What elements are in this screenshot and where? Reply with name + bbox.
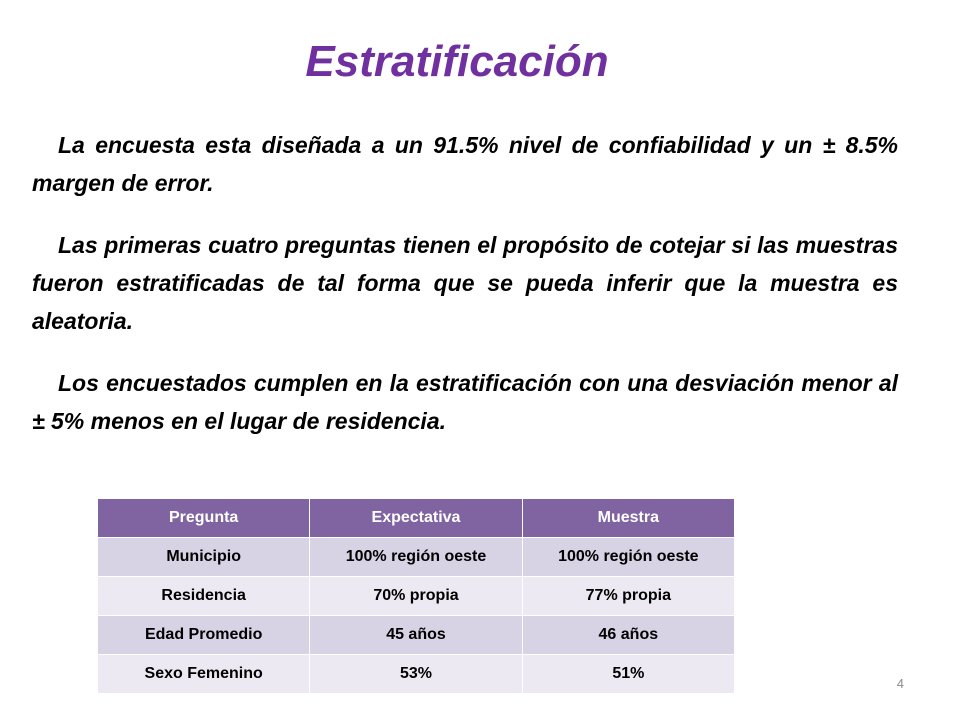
table-header-row: Pregunta Expectativa Muestra bbox=[96, 498, 736, 538]
table-cell: 100% región oeste bbox=[521, 537, 736, 577]
header-expectativa: Expectativa bbox=[309, 498, 523, 538]
table-cell: 46 años bbox=[521, 615, 736, 655]
header-pregunta: Pregunta bbox=[96, 498, 311, 538]
table-cell: 70% propia bbox=[309, 576, 523, 616]
table-row: Edad Promedio 45 años 46 años bbox=[96, 615, 736, 655]
table-cell: Edad Promedio bbox=[96, 615, 311, 655]
table-cell: 45 años bbox=[309, 615, 523, 655]
table-cell: 51% bbox=[521, 654, 736, 694]
table-row: Sexo Femenino 53% 51% bbox=[96, 654, 736, 694]
page-number: 4 bbox=[896, 676, 904, 691]
table-cell: Sexo Femenino bbox=[96, 654, 311, 694]
table-cell: 100% región oeste bbox=[309, 537, 523, 577]
table-cell: Municipio bbox=[96, 537, 311, 577]
table-cell: Residencia bbox=[96, 576, 311, 616]
header-muestra: Muestra bbox=[521, 498, 736, 538]
paragraph-purpose: Las primeras cuatro preguntas tienen el … bbox=[32, 232, 898, 334]
table-cell: 77% propia bbox=[521, 576, 736, 616]
paragraph-confidence: La encuesta esta diseñada a un 91.5% niv… bbox=[32, 132, 898, 196]
paragraph-deviation: Los encuestados cumplen en la estratific… bbox=[32, 370, 898, 434]
stratification-table: Pregunta Expectativa Muestra Municipio 1… bbox=[96, 498, 736, 694]
table-row: Municipio 100% región oeste 100% región … bbox=[96, 537, 736, 577]
slide-title: Estratificación bbox=[305, 37, 609, 86]
body-text: La encuesta esta diseñada a un 91.5% niv… bbox=[32, 126, 898, 464]
table-row: Residencia 70% propia 77% propia bbox=[96, 576, 736, 616]
table-cell: 53% bbox=[309, 654, 523, 694]
